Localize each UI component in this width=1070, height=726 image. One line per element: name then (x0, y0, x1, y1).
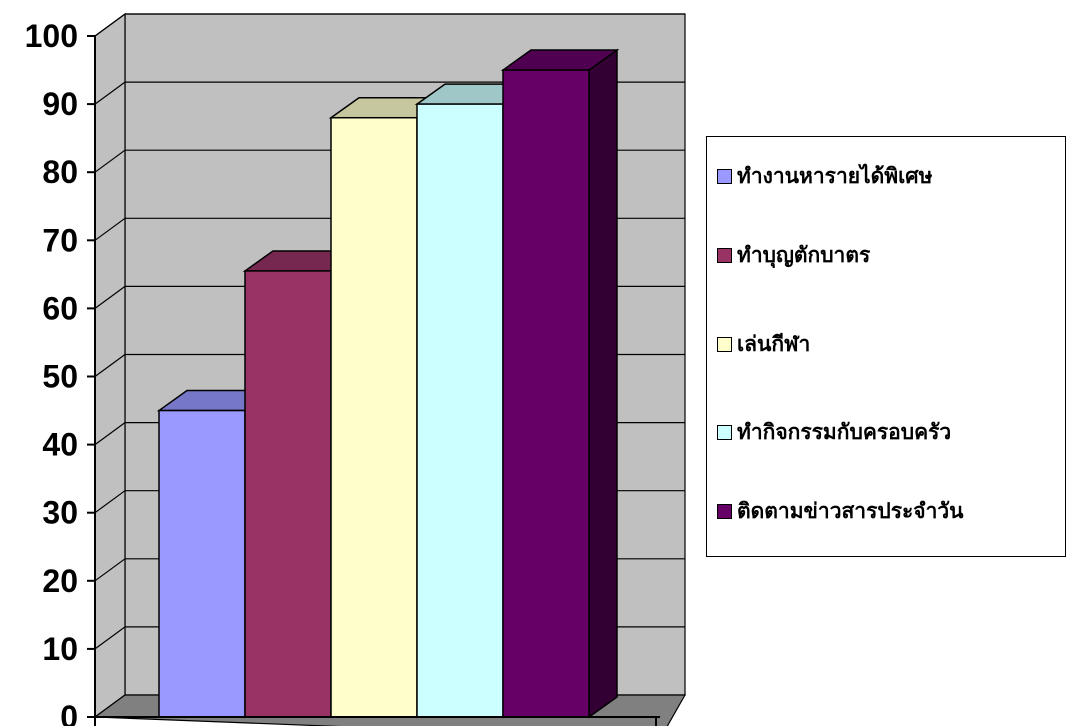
y-tick-label: 80 (42, 154, 78, 190)
legend-label: ติดตามข่าวสารประจำวัน (737, 498, 964, 523)
gridline-side (94, 81, 126, 105)
y-tick-label: 0 (60, 699, 78, 726)
gridline-side (94, 626, 126, 650)
legend-label: ทำบุญตักบาตร (737, 242, 871, 267)
gridline-side (94, 558, 126, 582)
legend-item: ทำบุญตักบาตร (717, 240, 870, 270)
bars (156, 48, 620, 719)
y-tick-label: 50 (42, 359, 78, 395)
bar-chart: 0 10 20 30 40 50 60 70 80 90 100 (25, 12, 687, 726)
value-axis (87, 35, 660, 726)
gridline-side (94, 13, 126, 37)
legend-label: ทำกิจกรรมกับครอบครัว (737, 419, 952, 444)
bar-5 (500, 48, 620, 719)
gridline-side (94, 217, 126, 241)
gridline-side (94, 490, 126, 514)
legend: ทำงานหารายได้พิเศษทำบุญตักบาตรเล่นกีฬาทำ… (706, 136, 1066, 557)
gridline-side (94, 149, 126, 173)
bar-front (502, 69, 590, 718)
legend-label: ทำงานหารายได้พิเศษ (737, 163, 933, 188)
y-tick-label: 30 (42, 495, 78, 531)
legend-item: เล่นกีฬา (717, 329, 810, 359)
legend-item: ทำงานหารายได้พิเศษ (717, 161, 932, 191)
y-tick-label: 20 (42, 563, 78, 599)
legend-swatch (717, 168, 732, 184)
y-tick-label: 100 (25, 18, 78, 54)
tick-labels: 0 10 20 30 40 50 60 70 80 90 100 (25, 18, 78, 726)
y-tick-label: 90 (42, 86, 78, 122)
legend-swatch (717, 336, 732, 352)
legend-item: ติดตามข่าวสารประจำวัน (717, 496, 964, 526)
bar-front (244, 270, 332, 718)
bar-side (588, 48, 618, 719)
legend-label: เล่นกีฬา (737, 331, 811, 356)
y-tick-label: 10 (42, 631, 78, 667)
gridline-side (94, 285, 126, 309)
y-tick-label: 70 (42, 222, 78, 258)
y-tick-label: 60 (42, 290, 78, 326)
legend-swatch (717, 424, 732, 440)
gridline-side (94, 354, 126, 377)
bar-front (416, 103, 504, 718)
legend-item: ทำกิจกรรมกับครอบครัว (717, 417, 951, 447)
legend-swatch (717, 247, 732, 263)
gridline-side (94, 422, 126, 446)
bar-front (158, 409, 246, 718)
y-tick-label: 40 (42, 427, 78, 463)
bar-front (330, 116, 418, 718)
legend-swatch (717, 503, 732, 519)
